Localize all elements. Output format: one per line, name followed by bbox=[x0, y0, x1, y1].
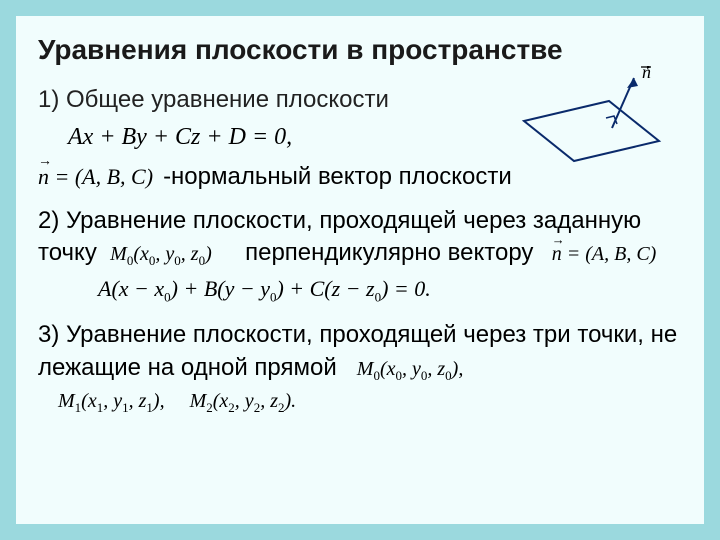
normal-vector-label: -нормальный вектор плоскости bbox=[163, 163, 512, 191]
diagram-svg: n bbox=[514, 66, 674, 186]
point-M2: M2(x2, y2, z2). bbox=[190, 390, 297, 412]
point-M1: M1(x1, y1, z1), bbox=[58, 390, 165, 412]
plane-shape bbox=[524, 101, 659, 161]
n-bar-label: n bbox=[642, 66, 651, 82]
point-M0-s3: M0(x0, y0, z0), bbox=[357, 358, 464, 380]
section2-text: 2) Уравнение плоскости, проходящей через… bbox=[38, 205, 682, 270]
slide-content: Уравнения плоскости в пространстве 1) Об… bbox=[16, 16, 704, 524]
section2-part2: перпендикулярно вектору bbox=[245, 239, 533, 266]
section3-text: 3) Уравнение плоскости, проходящей через… bbox=[38, 319, 682, 384]
section2-vector: →n = (A, B, C) bbox=[547, 243, 657, 265]
point-M0: M0(x0, y0, z0) bbox=[110, 243, 212, 265]
slide-title: Уравнения плоскости в пространстве bbox=[38, 34, 682, 66]
point-equation: A(x − x0) + B(y − y0) + C(z − z0) = 0. bbox=[98, 276, 682, 305]
plane-normal-diagram: n bbox=[514, 66, 674, 186]
eq-text: Ax bbox=[68, 124, 93, 150]
points-M1-M2: M1(x1, y1, z1), M2(x2, y2, z2). bbox=[58, 390, 682, 416]
normal-vector-expr: →n = (A, B, C) bbox=[38, 164, 153, 190]
